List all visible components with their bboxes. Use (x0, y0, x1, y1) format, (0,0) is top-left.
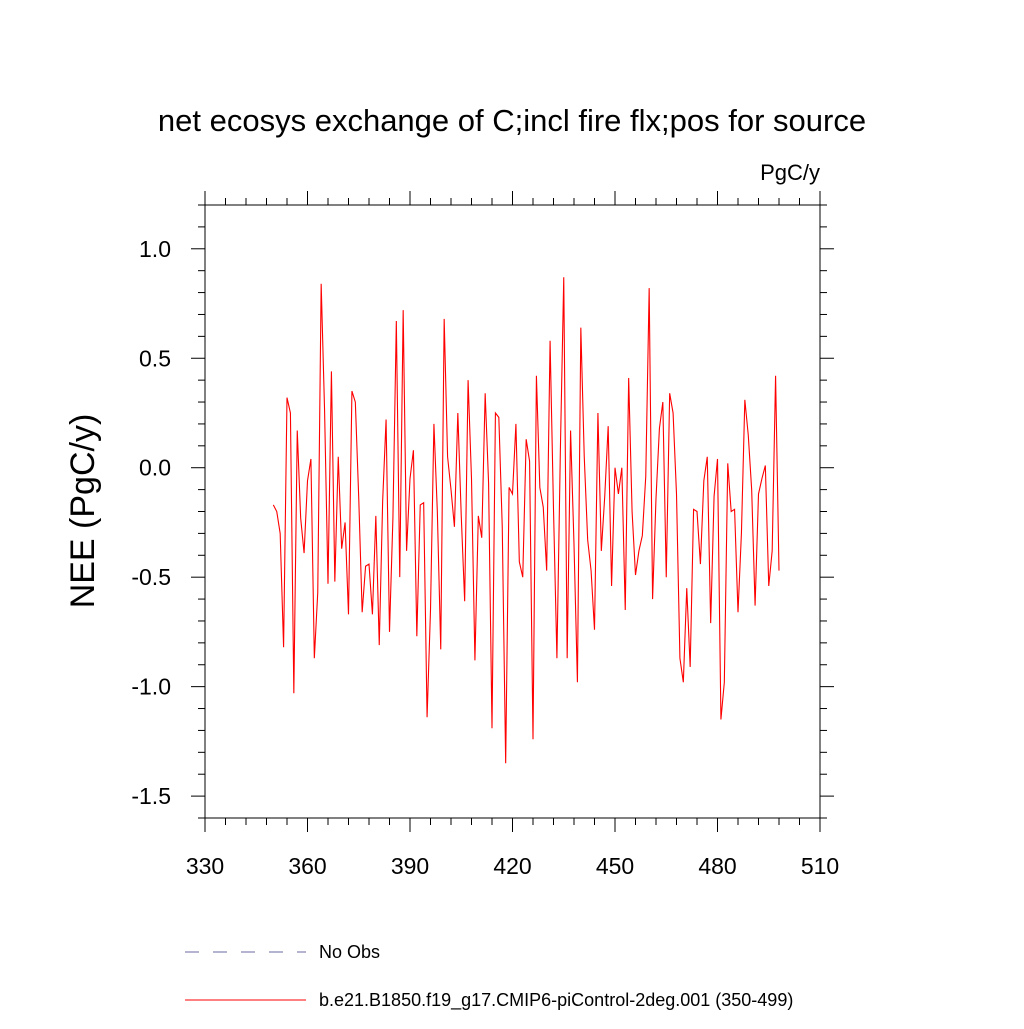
y-tick-label: 0.5 (139, 345, 171, 371)
plot-frame (204, 204, 821, 819)
series-line-1 (272, 277, 780, 764)
legend-label: No Obs (319, 942, 380, 962)
y-axis-label: NEE (PgC/y) (64, 414, 102, 609)
series-layer (272, 277, 780, 764)
legend: No Obs b.e21.B1850.f19_g17.CMIP6-piContro… (185, 942, 793, 1011)
y-tick-label: -1.0 (131, 674, 171, 700)
x-tick-label: 510 (801, 853, 839, 879)
x-tick-label: 480 (698, 853, 736, 879)
chart-title: net ecosys exchange of C;incl fire flx;p… (158, 103, 866, 138)
y-tick-label: -1.5 (131, 783, 171, 809)
legend-label: b.e21.B1850.f19_g17.CMIP6-piControl-2deg… (319, 990, 793, 1011)
y-tick-label: 1.0 (139, 236, 171, 262)
x-tick-label: 360 (288, 853, 326, 879)
x-tick-label: 390 (391, 853, 429, 879)
x-axis: 330 360 390 420 450 480 510 (186, 191, 839, 879)
y-tick-label: -0.5 (131, 564, 171, 590)
y-axis: 1.0 0.5 0.0 -0.5 -1.0 -1.5 (131, 204, 834, 819)
y-tick-label: 0.0 (139, 455, 171, 481)
x-tick-label: 420 (493, 853, 531, 879)
x-tick-label: 450 (596, 853, 634, 879)
x-tick-label: 330 (186, 853, 224, 879)
units-label: PgC/y (760, 160, 820, 185)
